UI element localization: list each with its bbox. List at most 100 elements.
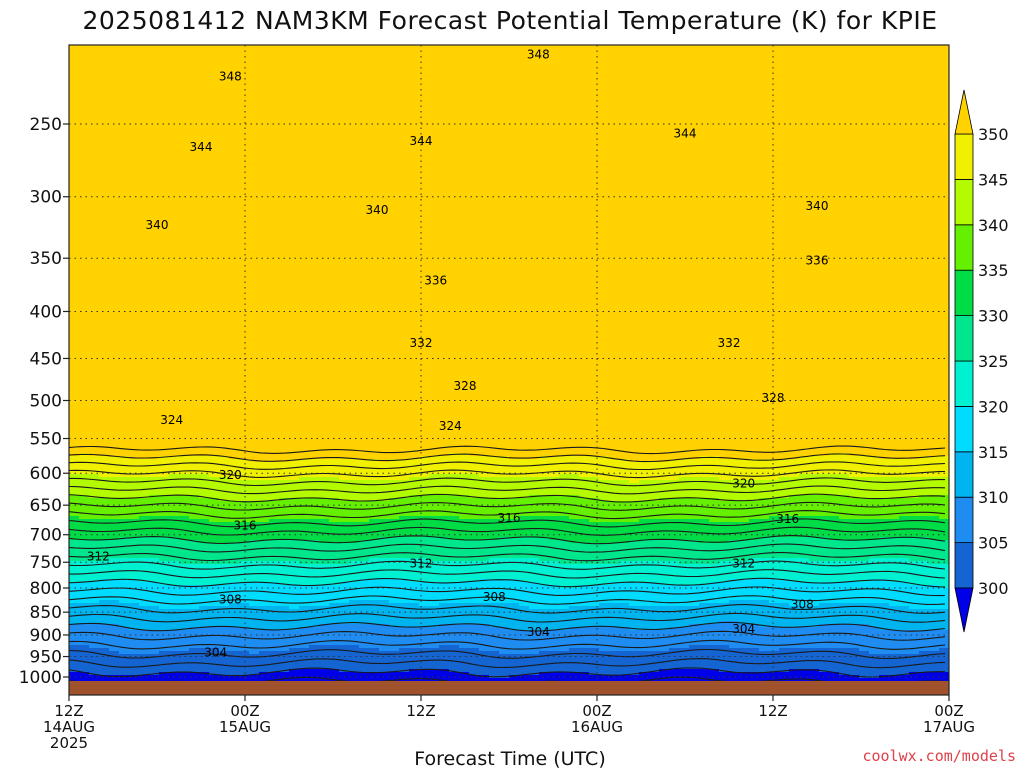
x-tick-label: 2025	[50, 734, 88, 752]
colorbar-tick-label: 325	[978, 352, 1009, 371]
colorbar-tick-label: 300	[978, 579, 1009, 598]
contour-line-316	[69, 595, 946, 605]
contour-line-342	[69, 485, 946, 495]
contour-label: 312	[732, 556, 755, 570]
contour-label: 320	[732, 477, 755, 491]
contour-label: 320	[219, 468, 242, 482]
y-tick-label: 850	[30, 603, 62, 623]
contour-label: 304	[204, 646, 227, 660]
x-tick-label: 00Z	[582, 702, 611, 720]
contour-label: 332	[410, 336, 433, 350]
x-tick-label: 12Z	[54, 702, 83, 720]
x-tick-label: 16AUG	[571, 718, 623, 736]
y-tick-label: 250	[30, 115, 62, 135]
contour-line-340	[69, 493, 946, 503]
contour-label: 308	[219, 592, 242, 606]
x-tick-label: 00Z	[230, 702, 259, 720]
contour-label: 348	[219, 70, 242, 84]
x-tick-label: 12Z	[406, 702, 435, 720]
colorbar-tick-label: 345	[978, 170, 1009, 189]
credit-text: coolwx.com/models	[862, 747, 1016, 765]
contour-label: 312	[87, 549, 110, 563]
contour-line-314	[69, 604, 946, 614]
contour-line-320	[69, 577, 946, 588]
contour-line-324	[69, 560, 946, 570]
contour-line-308	[69, 630, 946, 641]
contour-label: 332	[718, 336, 741, 350]
contour-label: 340	[806, 199, 829, 213]
contour-label: 316	[776, 512, 799, 526]
contour-line-330	[69, 535, 946, 545]
x-tick-label: 00Z	[934, 702, 963, 720]
contour-label: 324	[439, 419, 462, 433]
colorbar-tick-label: 330	[978, 307, 1009, 326]
contour-label: 304	[527, 625, 550, 639]
colorbar-swatch	[954, 496, 974, 544]
contour-label: 336	[424, 273, 447, 287]
colorbar-arrow-high	[954, 89, 974, 135]
contour-fill	[69, 45, 949, 695]
y-tick-label: 650	[30, 496, 62, 516]
contour-line-312	[69, 612, 946, 623]
colorbar-swatch	[954, 315, 974, 362]
y-tick-label: 450	[30, 349, 62, 369]
contour-label: 348	[527, 47, 550, 61]
contour-label: 340	[366, 203, 389, 217]
colorbar-swatch	[954, 360, 974, 407]
contour-label: 316	[498, 511, 521, 525]
y-tick-label: 750	[30, 553, 62, 573]
colorbar-tick-label: 305	[978, 534, 1009, 553]
contour-label: 344	[190, 140, 213, 154]
contour-label: 308	[483, 590, 506, 604]
x-tick-label: 14AUG	[43, 718, 95, 736]
x-axis-label: Forecast Time (UTC)	[414, 748, 605, 768]
colorbar-swatch	[954, 405, 974, 453]
y-tick-label: 900	[30, 626, 62, 646]
y-tick-label: 700	[30, 526, 62, 546]
contour-line-302	[69, 658, 946, 669]
contour-label: 328	[454, 379, 477, 393]
contour-label: 312	[410, 556, 433, 570]
chart-title: 2025081412 NAM3KM Forecast Potential Tem…	[82, 6, 937, 35]
ground-surface	[69, 681, 949, 695]
contour-line-318	[69, 586, 946, 597]
colorbar-tick-label: 310	[978, 488, 1009, 507]
y-tick-label: 550	[30, 430, 62, 450]
colorbar-arrow-low	[954, 587, 974, 633]
contour-label: 316	[234, 518, 257, 532]
y-tick-label: 500	[30, 392, 62, 412]
contour-line-328	[69, 543, 946, 553]
contour-line-300	[69, 667, 945, 678]
y-axis: 250 300 350 400 450 500 550 600 650 700 750 800 850 9…	[19, 115, 69, 688]
contour-label: 324	[160, 413, 183, 427]
y-tick-label: 300	[30, 188, 62, 208]
plot-frame	[68, 44, 950, 696]
colorbar-swatch	[954, 178, 974, 226]
x-tick-label: 15AUG	[219, 718, 271, 736]
contour-label: 344	[410, 134, 433, 148]
contour-lines	[69, 445, 946, 687]
contour-line-348	[69, 461, 946, 471]
y-tick-label: 800	[30, 579, 62, 599]
colorbar-tick-label: 320	[978, 397, 1009, 416]
contour-line-352	[69, 445, 946, 455]
contour-line-310	[69, 621, 946, 632]
contour-line-306	[69, 639, 946, 650]
contour-label: 308	[791, 598, 814, 612]
contour-label: 304	[732, 622, 755, 636]
colorbar-swatch	[954, 269, 974, 317]
contour-label: 336	[806, 253, 829, 267]
colorbar-swatch	[954, 451, 974, 498]
contour-label: 340	[146, 218, 169, 232]
contour-line-322	[69, 569, 946, 579]
contour-line-334	[69, 518, 946, 528]
y-tick-label: 600	[30, 464, 62, 484]
y-tick-label: 950	[30, 648, 62, 668]
grid-lines	[69, 45, 949, 695]
x-tick-label: 17AUG	[923, 718, 975, 736]
contour-line-338	[69, 501, 946, 511]
contour-line-332	[69, 526, 946, 536]
contour-label: 328	[762, 391, 785, 405]
colorbar-swatch	[954, 542, 974, 589]
